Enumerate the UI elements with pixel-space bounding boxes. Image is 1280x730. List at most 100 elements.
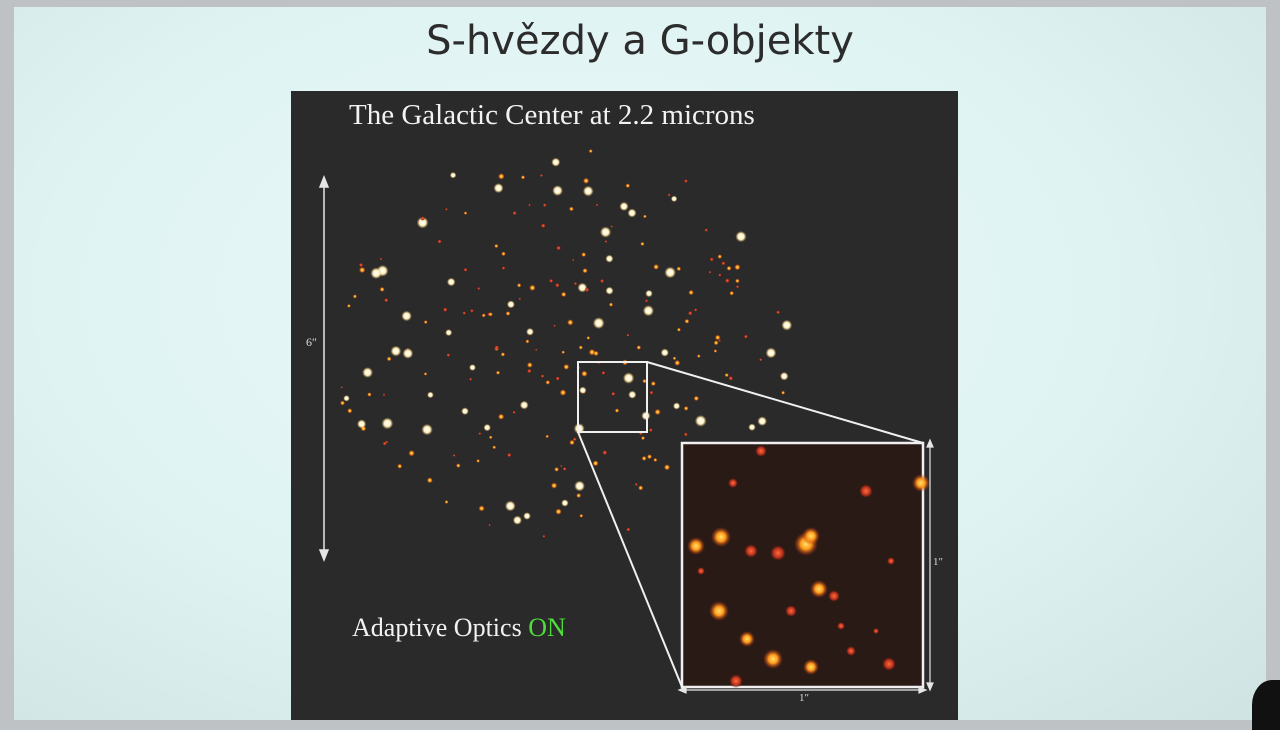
star	[512, 410, 516, 414]
star	[427, 391, 434, 399]
star	[478, 505, 485, 512]
main-star-field	[339, 149, 793, 538]
star	[721, 261, 726, 266]
star	[488, 435, 493, 440]
star	[555, 376, 560, 381]
star	[445, 329, 453, 337]
star	[343, 395, 350, 402]
star	[626, 333, 630, 337]
star	[584, 287, 590, 293]
star	[528, 203, 531, 207]
adaptive-optics-status: ON	[528, 613, 566, 642]
star	[708, 270, 712, 274]
inset-star	[810, 580, 828, 598]
star	[408, 449, 415, 457]
star	[385, 440, 389, 444]
star	[552, 185, 563, 196]
star	[781, 319, 793, 331]
star	[358, 266, 366, 274]
inset-star	[728, 478, 738, 488]
star	[717, 254, 723, 259]
star	[421, 423, 433, 436]
star	[779, 371, 789, 381]
star	[694, 308, 698, 312]
star	[572, 258, 575, 262]
scale-bar-vertical	[318, 174, 330, 563]
star-field	[318, 149, 934, 694]
star	[663, 464, 671, 471]
star	[559, 389, 567, 396]
star	[470, 309, 474, 313]
star	[622, 372, 635, 384]
star	[550, 482, 558, 489]
star	[478, 432, 482, 436]
star	[642, 305, 654, 317]
star	[493, 183, 504, 194]
star	[539, 174, 543, 177]
star	[501, 251, 506, 257]
adaptive-optics-label: Adaptive Optics ON	[352, 613, 566, 643]
star	[648, 428, 653, 433]
star	[444, 500, 449, 504]
star	[381, 417, 394, 430]
star	[346, 303, 351, 308]
star	[660, 348, 669, 357]
star	[462, 311, 466, 315]
star	[347, 408, 353, 414]
star	[545, 434, 549, 439]
inset-star-field	[687, 445, 930, 688]
star	[500, 352, 506, 357]
star	[477, 287, 481, 290]
inset-star	[802, 527, 820, 545]
star	[542, 203, 547, 207]
star	[605, 286, 614, 295]
inset-star	[770, 545, 786, 561]
inset-star	[697, 567, 705, 575]
star	[481, 313, 486, 318]
star	[455, 463, 461, 468]
star	[640, 241, 645, 247]
inset-scale-bars	[677, 438, 934, 694]
star	[672, 356, 677, 361]
star	[684, 318, 690, 324]
star	[568, 206, 574, 212]
star	[379, 257, 383, 261]
star	[601, 370, 606, 375]
star	[765, 347, 777, 359]
zoom-connector-lines	[577, 361, 924, 688]
star	[540, 223, 546, 229]
star	[469, 364, 476, 371]
star	[445, 207, 448, 211]
star	[646, 454, 653, 460]
inset-star	[687, 537, 705, 555]
star	[634, 482, 638, 486]
star	[595, 203, 599, 207]
star	[619, 201, 629, 211]
star	[582, 268, 588, 274]
star	[676, 327, 681, 332]
star	[776, 310, 781, 315]
star	[664, 266, 676, 279]
star	[683, 432, 688, 437]
star	[512, 515, 522, 525]
star	[578, 345, 583, 350]
star	[339, 400, 346, 406]
star	[654, 408, 661, 416]
star	[649, 390, 654, 395]
star	[718, 273, 722, 277]
inset-star	[828, 590, 840, 602]
star	[581, 252, 587, 258]
star	[507, 452, 512, 458]
star	[401, 310, 412, 322]
star	[574, 480, 585, 492]
inset-star	[912, 474, 930, 492]
star	[602, 450, 608, 456]
star	[495, 370, 501, 375]
star	[673, 402, 681, 410]
star	[449, 172, 457, 179]
star	[469, 377, 473, 381]
star	[670, 195, 678, 202]
star	[644, 299, 649, 303]
star	[397, 463, 403, 469]
star	[535, 348, 538, 351]
